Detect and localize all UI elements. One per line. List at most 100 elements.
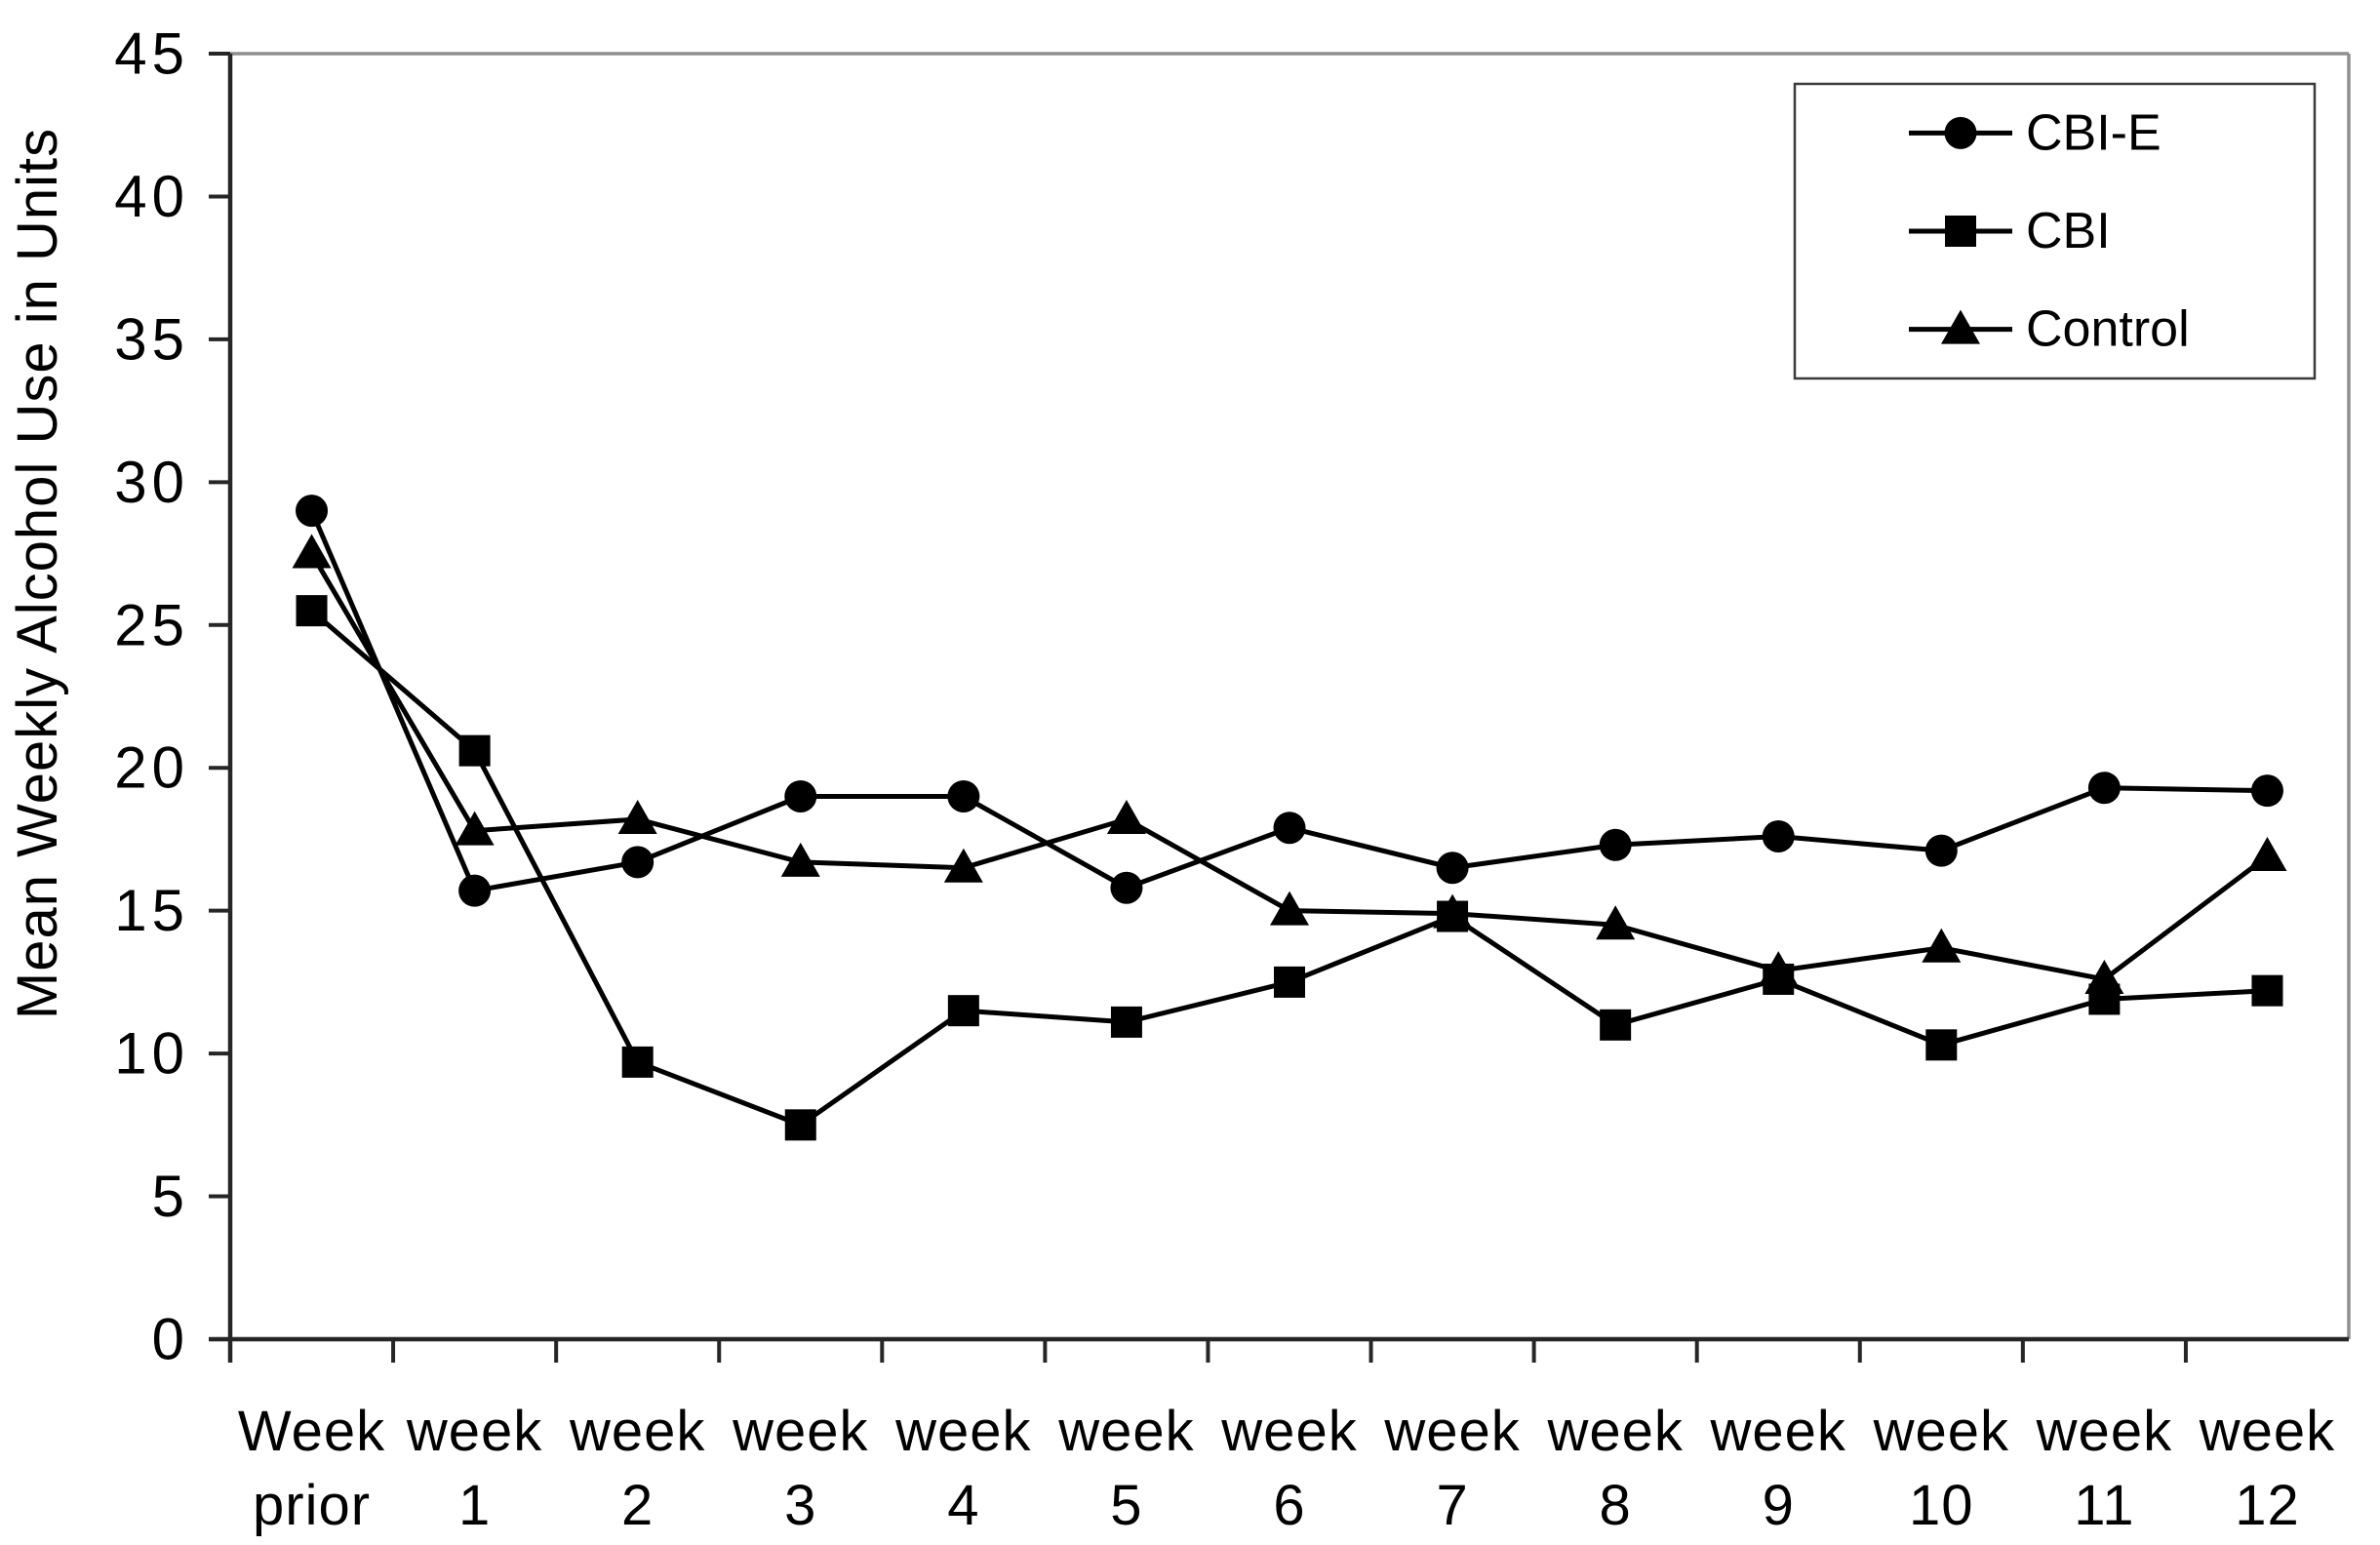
legend-box — [1793, 82, 2317, 380]
marker-CBI-12 — [2251, 974, 2283, 1007]
marker-CBI-E-12 — [2250, 774, 2283, 808]
x-label-line2: 11 — [2074, 1474, 2134, 1537]
y-tick-label-10: 10 — [114, 1021, 189, 1087]
marker-Control-2 — [617, 799, 657, 834]
marker-CBI-E-4 — [947, 780, 980, 813]
x-label-line2: 5 — [1110, 1474, 1142, 1537]
marker-CBI-5 — [1110, 1006, 1142, 1038]
series-CBI-E — [296, 495, 2283, 907]
x-label-week-12: week 12 — [2199, 1400, 2335, 1537]
x-label-line2: 2 — [621, 1474, 654, 1537]
y-tick-label-5: 5 — [152, 1164, 189, 1229]
x-label-line1: week — [1546, 1400, 1683, 1463]
legend-label-CBI-E: CBI-E — [2026, 104, 2162, 161]
marker-CBI-E-10 — [1924, 834, 1958, 867]
y-tick-label-35: 35 — [114, 306, 189, 372]
legend-circle-icon — [1944, 116, 1977, 149]
x-label-line1: week — [1710, 1400, 1846, 1463]
x-label-line1: week — [1873, 1400, 2009, 1463]
x-label-week-9: week 9 — [1710, 1400, 1846, 1537]
x-label-line1: week — [1057, 1400, 1194, 1463]
x-label-line2: 10 — [1909, 1474, 1974, 1537]
marker-CBI-E-8 — [1599, 828, 1632, 861]
y-tick-label-20: 20 — [114, 735, 189, 801]
marker-CBI-E-2 — [621, 846, 654, 879]
marker-CBI-E-6 — [1273, 812, 1306, 845]
x-label-week-7: week 7 — [1383, 1400, 1520, 1537]
x-label-line1: week — [732, 1400, 868, 1463]
y-tick-label-25: 25 — [114, 592, 189, 657]
x-label-line1: week — [569, 1400, 705, 1463]
marker-CBI-E-0 — [296, 495, 329, 528]
legend-entry-CBI: CBI — [1909, 203, 2111, 259]
marker-Control-1 — [455, 811, 495, 846]
x-label-line1: week — [2199, 1400, 2335, 1463]
x-label-line2: 1 — [458, 1474, 491, 1537]
y-axis-title: Mean Weekly Alcohol Use in Units — [6, 128, 69, 1019]
x-label-line2: 4 — [947, 1474, 979, 1537]
x-label-week-4: week 4 — [894, 1400, 1031, 1537]
x-label-week-prior: Week prior — [238, 1400, 385, 1537]
marker-CBI-E-11 — [2087, 772, 2121, 805]
marker-CBI-E-3 — [784, 780, 817, 813]
marker-CBI-E-9 — [1762, 820, 1795, 853]
marker-CBI-2 — [621, 1046, 654, 1078]
marker-CBI-3 — [784, 1109, 816, 1141]
marker-Control-3 — [780, 842, 820, 877]
y-tick-label-15: 15 — [114, 878, 189, 943]
legend-entry-Control: Control — [1909, 301, 2190, 358]
legend-triangle-icon — [1941, 309, 1980, 344]
legend-square-icon — [1945, 216, 1976, 247]
x-label-week-10: week 10 — [1873, 1400, 2009, 1537]
marker-Control-7 — [1433, 893, 1473, 929]
x-label-week-3: week 3 — [732, 1400, 868, 1537]
x-label-line2: prior — [253, 1474, 371, 1537]
marker-CBI-4 — [947, 995, 979, 1027]
legend-label-CBI: CBI — [2026, 203, 2111, 259]
y-tick-label-40: 40 — [114, 164, 189, 229]
legend: CBI-E CBI Control — [1793, 82, 2317, 380]
x-label-week-2: week 2 — [569, 1400, 705, 1537]
marker-Control-6 — [1270, 891, 1309, 926]
x-label-line2: 6 — [1273, 1474, 1305, 1537]
x-label-week-5: week 5 — [1057, 1400, 1194, 1537]
legend-entry-CBI-E: CBI-E — [1909, 104, 2162, 161]
marker-Control-4 — [943, 848, 983, 883]
marker-CBI-1 — [458, 734, 491, 767]
marker-Control-12 — [2247, 837, 2287, 872]
x-label-line1: week — [2036, 1400, 2172, 1463]
x-label-week-1: week 1 — [406, 1400, 542, 1537]
y-tick-label-30: 30 — [114, 450, 189, 515]
marker-CBI-0 — [296, 595, 328, 627]
marker-Control-11 — [2084, 959, 2124, 994]
x-label-week-11: week 11 — [2036, 1400, 2172, 1537]
y-tick-label-0: 0 — [152, 1307, 189, 1372]
marker-CBI-6 — [1274, 966, 1305, 998]
x-label-line1: week — [894, 1400, 1031, 1463]
legend-label-Control: Control — [2026, 301, 2190, 358]
marker-Control-10 — [1922, 928, 1962, 963]
x-label-line2: 12 — [2235, 1474, 2300, 1537]
y-tick-label-45: 45 — [114, 21, 189, 87]
marker-CBI-E-7 — [1436, 852, 1469, 885]
series-Control — [292, 534, 2287, 994]
marker-Control-0 — [292, 534, 332, 569]
marker-CBI-E-5 — [1110, 871, 1143, 904]
x-label-line2: 7 — [1436, 1474, 1468, 1537]
marker-CBI-E-1 — [458, 874, 492, 907]
x-label-line1: week — [1220, 1400, 1357, 1463]
marker-Control-9 — [1759, 951, 1799, 986]
x-label-line2: 9 — [1763, 1474, 1795, 1537]
marker-CBI-10 — [1925, 1029, 1958, 1061]
marker-CBI-8 — [1600, 1009, 1632, 1041]
x-label-line2: 8 — [1600, 1474, 1632, 1537]
x-label-line1: Week — [238, 1400, 385, 1463]
marker-Control-8 — [1596, 905, 1636, 940]
x-label-line1: week — [406, 1400, 542, 1463]
x-label-line1: week — [1383, 1400, 1520, 1463]
x-label-week-8: week 8 — [1546, 1400, 1683, 1537]
marker-Control-5 — [1106, 799, 1146, 834]
x-label-week-6: week 6 — [1220, 1400, 1357, 1537]
